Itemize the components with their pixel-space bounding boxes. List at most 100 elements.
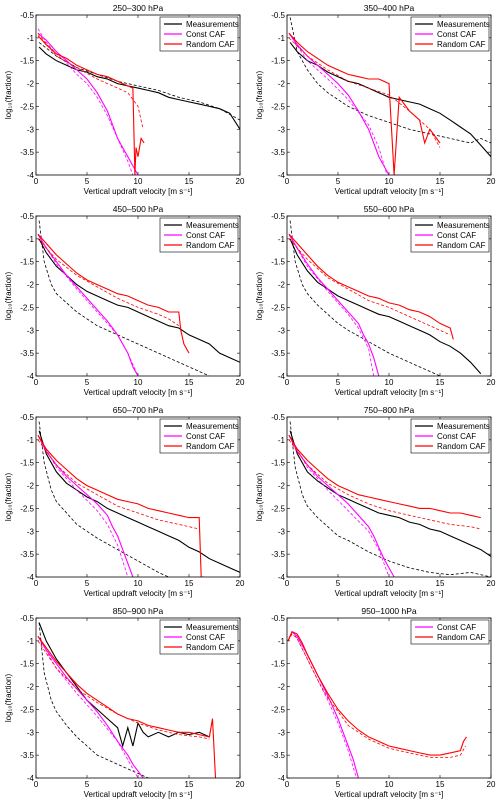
x-tick-label: 0 xyxy=(285,177,290,186)
y-tick-label: -1 xyxy=(278,637,286,646)
y-axis-label: log₁₀(fraction) xyxy=(255,71,264,120)
y-tick-label: -3 xyxy=(278,527,286,536)
x-tick-label: 15 xyxy=(185,177,194,186)
series-measurements xyxy=(289,42,491,158)
series-group xyxy=(37,28,240,175)
legend-entry: Random CAF xyxy=(437,241,486,250)
series-random_caf-dashed xyxy=(288,439,481,530)
x-tick-label: 20 xyxy=(236,780,245,789)
legend-entry: Const CAF xyxy=(186,432,225,441)
x-tick-label: 10 xyxy=(385,780,394,789)
x-tick-label: 20 xyxy=(236,378,245,387)
chart-panel-5: 650–700 hPa 0 5 10 15 20 -0.5 -1 -1.5 -2 -2.5 -3 -3.… xyxy=(4,405,245,598)
series-group xyxy=(288,421,491,577)
series-const_caf-dashed xyxy=(288,33,388,175)
legend-entry: Measurements xyxy=(186,221,239,230)
legend-entry: Const CAF xyxy=(186,30,225,39)
y-tick-label: -4 xyxy=(27,171,35,180)
series-measurements xyxy=(289,430,491,557)
y-tick-label: -2 xyxy=(278,80,286,89)
y-tick-label: -4 xyxy=(278,573,286,582)
y-tick-label: -0.5 xyxy=(20,11,34,20)
series-measurements xyxy=(289,238,482,375)
series-const-caf xyxy=(288,32,390,175)
y-axis-label: log₁₀(fraction) xyxy=(4,674,13,723)
series-group xyxy=(288,17,491,175)
series-const-caf xyxy=(287,630,359,778)
x-tick-label: 20 xyxy=(487,579,496,588)
axes-frame xyxy=(35,215,241,377)
legend-entry: Const CAF xyxy=(186,231,225,240)
y-tick-label: -1.5 xyxy=(271,57,285,66)
x-tick-label: 0 xyxy=(34,780,39,789)
legend-entry: Random CAF xyxy=(186,643,235,652)
series-measurements-dashed xyxy=(289,421,491,577)
y-tick-label: -3 xyxy=(27,728,35,737)
y-tick-label: -2 xyxy=(278,281,286,290)
series-measurements xyxy=(38,46,240,130)
axes-frame xyxy=(35,14,241,176)
y-axis-label: log₁₀(fraction) xyxy=(4,71,13,120)
x-tick-label: 20 xyxy=(487,177,496,186)
y-tick-label: -1 xyxy=(278,436,286,445)
axes-frame xyxy=(35,416,241,578)
series-measurements xyxy=(38,430,240,573)
legend-entry: Measurements xyxy=(437,422,490,431)
y-tick-label: -2 xyxy=(27,683,35,692)
y-tick-label: -2.5 xyxy=(20,705,34,714)
series-const_caf-dashed xyxy=(37,636,139,778)
x-tick-label: 0 xyxy=(34,177,39,186)
y-tick-label: -1.5 xyxy=(20,57,34,66)
x-tick-label: 5 xyxy=(336,579,341,588)
x-tick-label: 0 xyxy=(34,579,39,588)
series-measurements-dashed xyxy=(289,220,441,376)
series-const-caf xyxy=(37,636,144,778)
series-group xyxy=(37,421,240,577)
x-tick-label: 10 xyxy=(134,579,143,588)
series-group xyxy=(287,630,467,778)
y-tick-label: -3.5 xyxy=(271,349,285,358)
legend-entry: Const CAF xyxy=(437,30,476,39)
x-tick-label: 20 xyxy=(236,579,245,588)
x-tick-label: 10 xyxy=(385,579,394,588)
y-tick-label: -3.5 xyxy=(271,751,285,760)
x-tick-label: 0 xyxy=(34,378,39,387)
axes-frame xyxy=(35,617,241,779)
y-tick-label: -0.5 xyxy=(20,614,34,623)
y-tick-label: -2.5 xyxy=(20,102,34,111)
axes-frame xyxy=(286,416,492,578)
x-axis-label: Vertical updraft velocity [m s⁻¹] xyxy=(335,187,444,196)
y-tick-label: -2.5 xyxy=(20,504,34,513)
series-random-caf xyxy=(287,630,467,756)
series-random_caf-dashed xyxy=(287,633,466,758)
x-tick-label: 5 xyxy=(85,378,90,387)
legend-entry: Const CAF xyxy=(186,633,225,642)
series-group xyxy=(288,220,482,376)
x-tick-label: 0 xyxy=(285,378,290,387)
x-axis-label: Vertical updraft velocity [m s⁻¹] xyxy=(335,388,444,397)
series-random-caf xyxy=(288,32,441,175)
x-tick-label: 15 xyxy=(185,579,194,588)
axes-frame xyxy=(286,617,492,779)
series-measurements-dashed xyxy=(38,622,149,778)
x-tick-label: 15 xyxy=(436,378,445,387)
y-tick-label: -2.5 xyxy=(271,504,285,513)
series-random-caf xyxy=(37,233,190,354)
x-tick-label: 10 xyxy=(134,378,143,387)
legend-entry: Random CAF xyxy=(186,40,235,49)
x-tick-label: 15 xyxy=(436,177,445,186)
y-tick-label: -3 xyxy=(278,326,286,335)
chart-panel-1: 250–300 hPa 0 5 10 15 20 -0.5 -1 -1.5 -2 -2.5 -3 -3.… xyxy=(4,3,245,196)
panel-title: 650–700 hPa xyxy=(113,405,164,415)
y-tick-label: -3 xyxy=(27,527,35,536)
y-tick-label: -2.5 xyxy=(20,303,34,312)
y-tick-label: -2 xyxy=(27,80,35,89)
x-tick-label: 0 xyxy=(285,579,290,588)
series-const-caf xyxy=(288,234,380,376)
y-axis-label: log₁₀(fraction) xyxy=(4,272,13,321)
x-axis-label: Vertical updraft velocity [m s⁻¹] xyxy=(84,388,193,397)
y-tick-label: -4 xyxy=(27,573,35,582)
y-tick-label: -4 xyxy=(27,774,35,783)
